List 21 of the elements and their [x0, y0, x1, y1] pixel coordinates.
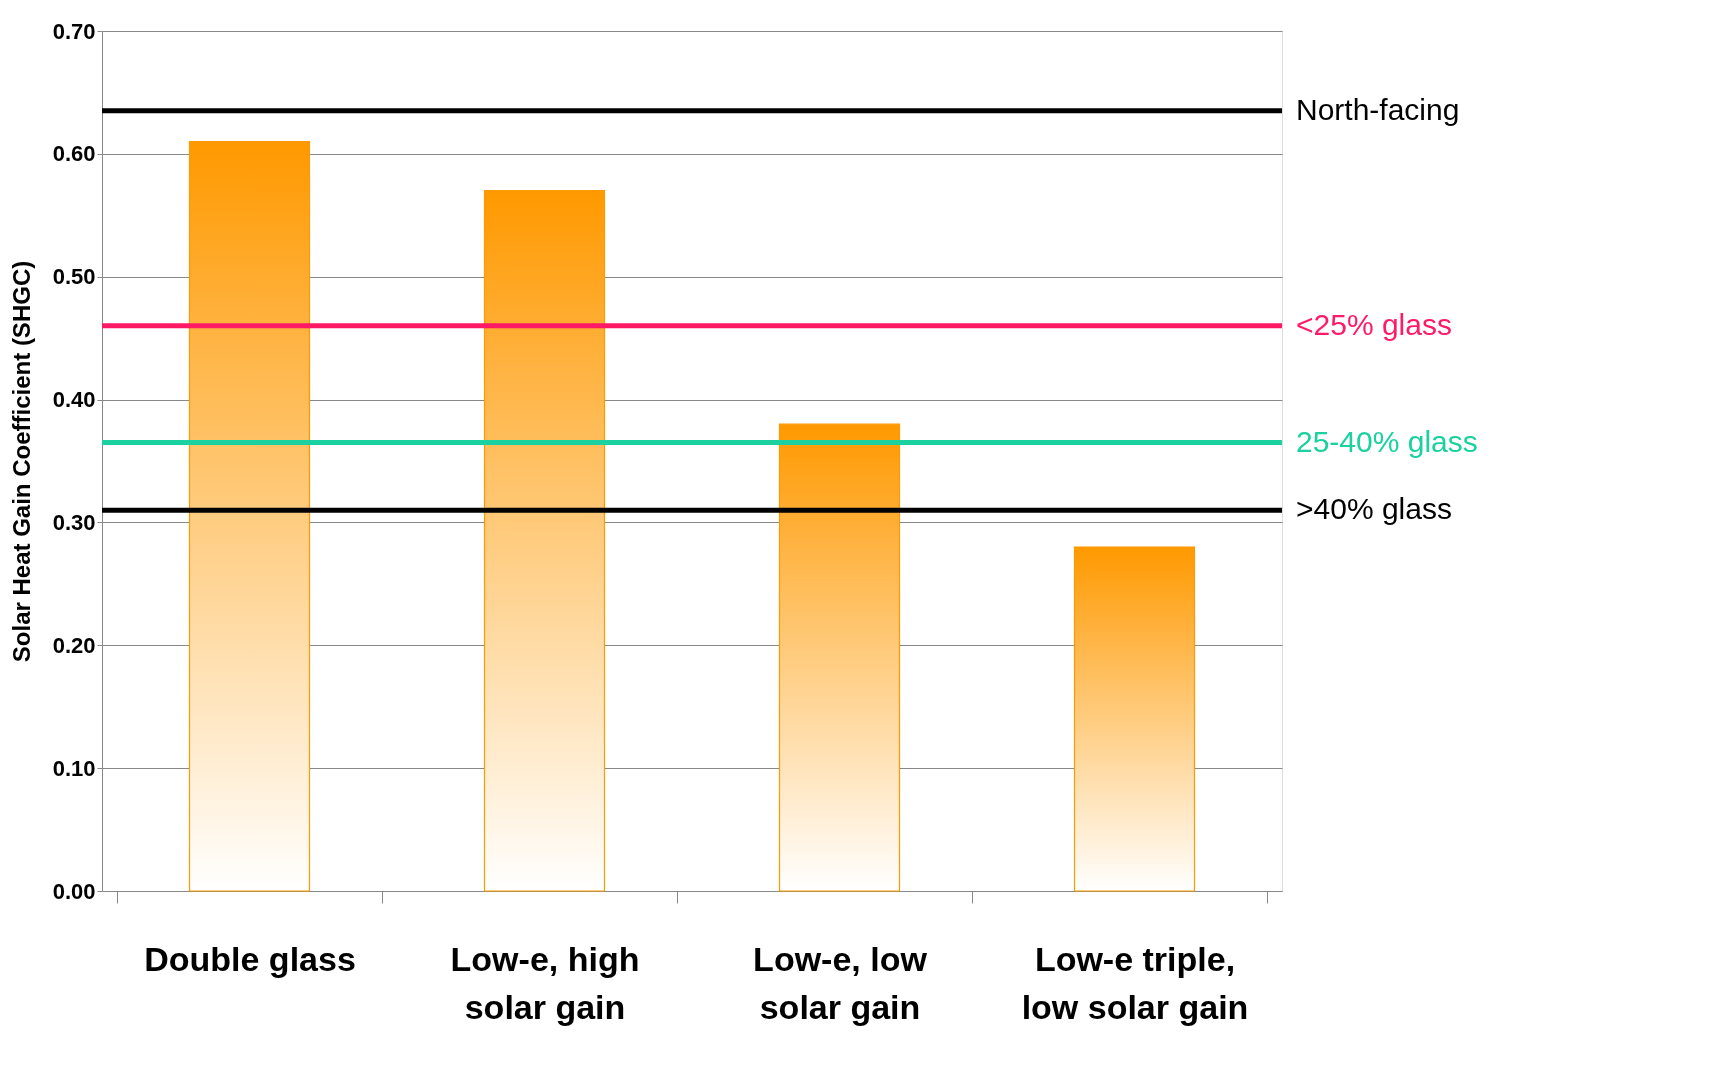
x-tick-label: Low-e, high solar gain: [450, 939, 640, 1026]
ref-line-label: North-facing: [1296, 92, 1460, 126]
x-tick-label: Low-e, low solar gain: [753, 939, 928, 1026]
ref-line-label: <25% glass: [1296, 307, 1452, 341]
bar: [778, 423, 901, 892]
ref-line-label: >40% glass: [1296, 492, 1452, 526]
y-tick-label: 0.60: [52, 141, 96, 167]
y-tick-label: 0.00: [52, 878, 96, 904]
y-tick-label: 0.10: [52, 755, 96, 781]
y-tick-label: 0.30: [52, 509, 96, 535]
y-tick-label: 0.50: [52, 264, 96, 290]
x-tick-label: Low-e triple, low solar gain: [1021, 939, 1249, 1026]
y-tick-label: 0.40: [52, 387, 96, 413]
ref-line-label: 25-40% glass: [1296, 424, 1478, 458]
y-tick-label: 0.70: [52, 18, 96, 44]
bar: [1073, 546, 1196, 892]
x-tick-label: Double glass: [144, 939, 356, 978]
bar: [483, 190, 606, 892]
bar: [188, 140, 311, 892]
y-tick-label: 0.20: [52, 632, 96, 658]
y-axis-title: Solar Heat Gain Coefficient (SHGC): [7, 260, 35, 663]
